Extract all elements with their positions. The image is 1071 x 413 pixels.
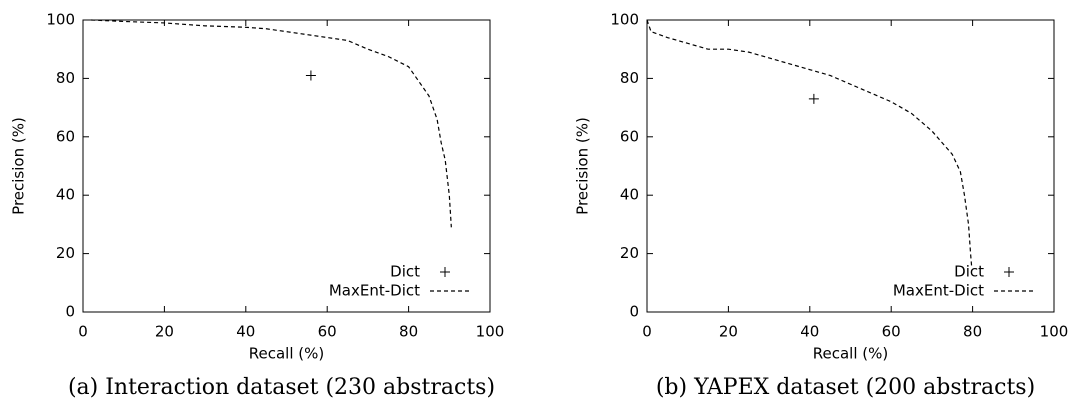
x-tick-label: 0 bbox=[642, 323, 652, 341]
y-tick-label: 60 bbox=[620, 127, 639, 145]
caption: (a) Interaction dataset (230 abstracts) bbox=[68, 375, 495, 400]
x-tick-label: 80 bbox=[399, 323, 418, 341]
plot-frame bbox=[82, 19, 491, 313]
legend-label: Dict bbox=[954, 263, 984, 281]
legend-label: MaxEnt-Dict bbox=[893, 282, 984, 300]
series-line bbox=[91, 19, 452, 228]
legend-marker bbox=[440, 267, 450, 277]
y-axis-label: Precision (%) bbox=[10, 117, 28, 215]
x-tick-label: 100 bbox=[1040, 323, 1069, 341]
x-axis-label: Recall (%) bbox=[249, 345, 324, 363]
chart-panel: 0 20 40 60 80 100 0 20 40 60 80 100 Recall (%) Precis… bbox=[10, 11, 505, 401]
caption: (b) YAPEX dataset (200 abstracts) bbox=[656, 375, 1035, 400]
y-tick-label: 40 bbox=[620, 186, 639, 204]
x-tick-label: 40 bbox=[800, 323, 819, 341]
y-tick-label: 80 bbox=[620, 69, 639, 87]
y-tick-label: 0 bbox=[65, 303, 75, 321]
y-tick-label: 20 bbox=[56, 244, 75, 262]
y-tick-label: 100 bbox=[610, 11, 639, 29]
x-tick-label: 40 bbox=[236, 323, 255, 341]
x-tick-label: 20 bbox=[155, 323, 174, 341]
y-tick-label: 0 bbox=[629, 303, 639, 321]
plot-frame bbox=[646, 19, 1055, 313]
x-tick-label: 80 bbox=[963, 323, 982, 341]
x-tick-label: 60 bbox=[882, 323, 901, 341]
y-tick-label: 100 bbox=[46, 11, 75, 29]
y-axis-label: Precision (%) bbox=[574, 117, 592, 215]
point-marker bbox=[808, 93, 819, 104]
chart-panel: 0 20 40 60 80 100 0 20 40 60 80 100 Recall (%) Precis… bbox=[574, 11, 1069, 401]
x-tick-label: 100 bbox=[476, 323, 505, 341]
y-tick-label: 20 bbox=[620, 244, 639, 262]
x-tick-label: 0 bbox=[78, 323, 88, 341]
series-line bbox=[646, 19, 973, 269]
x-axis-label: Recall (%) bbox=[813, 345, 888, 363]
legend-marker bbox=[1004, 267, 1014, 277]
legend-label: Dict bbox=[390, 263, 420, 281]
y-tick-label: 40 bbox=[56, 186, 75, 204]
legend-label: MaxEnt-Dict bbox=[329, 282, 420, 300]
point-marker bbox=[305, 70, 316, 81]
y-tick-label: 80 bbox=[56, 69, 75, 87]
x-tick-label: 60 bbox=[318, 323, 337, 341]
x-tick-label: 20 bbox=[719, 323, 738, 341]
y-tick-label: 60 bbox=[56, 127, 75, 145]
